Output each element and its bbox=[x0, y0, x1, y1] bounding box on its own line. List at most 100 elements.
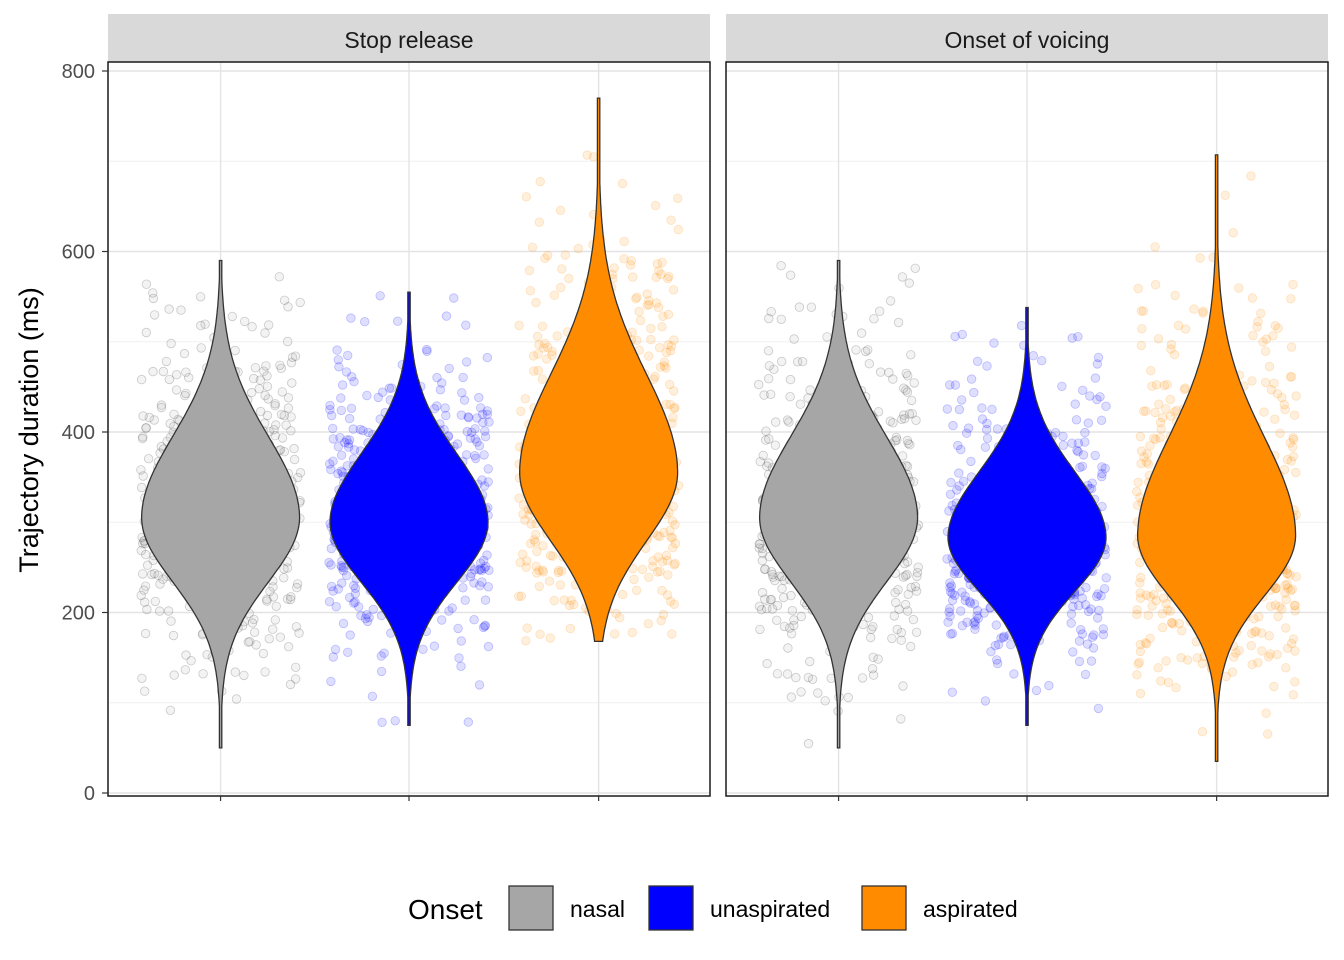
jitter-point bbox=[274, 272, 285, 282]
jitter-point bbox=[148, 366, 158, 377]
jitter-point bbox=[279, 295, 290, 306]
jitter-point bbox=[326, 560, 336, 570]
jitter-point bbox=[335, 433, 345, 443]
jitter-point bbox=[806, 302, 817, 312]
jitter-point bbox=[902, 606, 913, 616]
jitter-point bbox=[1159, 380, 1170, 391]
jitter-point bbox=[803, 672, 814, 683]
jitter-point bbox=[646, 334, 656, 345]
jitter-point bbox=[661, 399, 671, 410]
jitter-point bbox=[953, 440, 963, 451]
jitter-point bbox=[942, 554, 952, 564]
jitter-point bbox=[657, 585, 667, 596]
jitter-point bbox=[646, 323, 656, 334]
jitter-point bbox=[354, 602, 364, 612]
jitter-point bbox=[1073, 438, 1084, 448]
jitter-point bbox=[181, 650, 191, 660]
jitter-point bbox=[530, 537, 541, 547]
jitter-point bbox=[803, 738, 814, 749]
jitter-point bbox=[1251, 626, 1261, 636]
jitter-point bbox=[153, 570, 163, 580]
jitter-point bbox=[1090, 373, 1101, 383]
jitter-point bbox=[1156, 424, 1166, 434]
jitter-point bbox=[149, 568, 160, 579]
jitter-point bbox=[363, 427, 374, 438]
jitter-point bbox=[1135, 646, 1146, 657]
jitter-point bbox=[1255, 308, 1266, 319]
jitter-point bbox=[482, 550, 492, 560]
jitter-point bbox=[472, 413, 482, 423]
jitter-point bbox=[644, 296, 654, 306]
jitter-point bbox=[761, 435, 771, 445]
jitter-point bbox=[843, 692, 853, 703]
jitter-point bbox=[1270, 321, 1280, 331]
jitter-point bbox=[656, 269, 666, 280]
jitter-point bbox=[670, 558, 680, 569]
jitter-point bbox=[1154, 399, 1164, 409]
jitter-point bbox=[665, 346, 676, 356]
jitter-point bbox=[991, 620, 1002, 630]
jitter-point bbox=[1180, 324, 1191, 334]
jitter-point bbox=[969, 599, 980, 609]
jitter-point bbox=[480, 595, 491, 605]
jitter-point bbox=[535, 176, 545, 187]
jitter-point bbox=[905, 440, 915, 450]
jitter-point bbox=[1179, 384, 1190, 395]
jitter-point bbox=[479, 450, 489, 460]
jitter-point bbox=[461, 320, 471, 330]
jitter-point bbox=[1066, 618, 1076, 628]
jitter-point bbox=[980, 442, 991, 452]
jitter-point bbox=[287, 352, 298, 363]
jitter-point bbox=[996, 633, 1006, 643]
jitter-point bbox=[1141, 406, 1151, 416]
jitter-point bbox=[283, 642, 294, 652]
jitter-point bbox=[1228, 228, 1238, 238]
jitter-point bbox=[1275, 428, 1285, 439]
jitter-point bbox=[168, 630, 179, 641]
jitter-point bbox=[198, 669, 208, 679]
jitter-point bbox=[1135, 557, 1145, 568]
jitter-point bbox=[762, 461, 772, 471]
jitter-point bbox=[336, 393, 346, 403]
jitter-point bbox=[264, 320, 274, 330]
jitter-point bbox=[1252, 322, 1262, 332]
jitter-point bbox=[249, 614, 259, 625]
jitter-point bbox=[327, 410, 337, 421]
jitter-point bbox=[1288, 279, 1298, 290]
jitter-point bbox=[532, 568, 542, 578]
jitter-point bbox=[1246, 641, 1256, 651]
jitter-point bbox=[763, 346, 774, 356]
jitter-point bbox=[150, 596, 161, 607]
jitter-point bbox=[537, 565, 548, 575]
jitter-point bbox=[1083, 418, 1094, 428]
jitter-point bbox=[763, 458, 774, 468]
jitter-point bbox=[947, 628, 958, 639]
jitter-point bbox=[954, 481, 965, 491]
jitter-point bbox=[349, 580, 359, 591]
jitter-point bbox=[1031, 685, 1042, 696]
jitter-point bbox=[1093, 589, 1103, 599]
jitter-point bbox=[1269, 681, 1279, 692]
jitter-point bbox=[893, 317, 904, 328]
jitter-point bbox=[632, 292, 642, 302]
jitter-point bbox=[516, 591, 527, 601]
jitter-point bbox=[533, 349, 543, 359]
jitter-point bbox=[521, 636, 531, 646]
jitter-point bbox=[885, 416, 896, 426]
jitter-point bbox=[283, 336, 293, 347]
jitter-point bbox=[973, 613, 984, 624]
jitter-point bbox=[332, 345, 342, 355]
jitter-point bbox=[136, 545, 147, 556]
jitter-point bbox=[379, 648, 389, 658]
jitter-point bbox=[1082, 639, 1093, 649]
jitter-point bbox=[295, 297, 305, 308]
jitter-point bbox=[338, 618, 349, 629]
jitter-point bbox=[444, 606, 454, 616]
jitter-point bbox=[1098, 624, 1109, 634]
jitter-point bbox=[264, 634, 275, 644]
jitter-point bbox=[1289, 410, 1300, 420]
jitter-point bbox=[262, 596, 272, 606]
jitter-point bbox=[793, 357, 803, 367]
jitter-point bbox=[528, 351, 539, 361]
jitter-point bbox=[653, 552, 663, 562]
